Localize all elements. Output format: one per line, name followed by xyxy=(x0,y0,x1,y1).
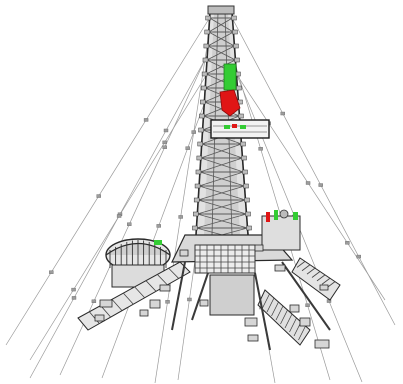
wire-clamp xyxy=(162,140,167,145)
wire-clamp xyxy=(345,241,350,245)
wire-clamp xyxy=(96,194,101,198)
equipment-block xyxy=(99,299,113,308)
wire-clamp xyxy=(305,181,311,185)
wire-clamp xyxy=(49,270,54,274)
equipment-block xyxy=(314,339,330,349)
wire-clamp xyxy=(143,118,149,122)
doghouse-deck[interactable] xyxy=(261,209,301,251)
equipment-block xyxy=(274,264,286,272)
wire-clamp xyxy=(156,224,161,228)
wire-clamp xyxy=(71,296,77,300)
equipment-block xyxy=(149,299,161,309)
crown-block[interactable] xyxy=(207,5,235,15)
wire-clamp xyxy=(127,222,132,226)
equipment-block xyxy=(179,249,189,257)
wire-clamp xyxy=(191,130,196,134)
wire-clamp xyxy=(185,146,190,150)
pipe-ramp[interactable] xyxy=(77,261,191,331)
wire-clamp xyxy=(258,147,263,151)
wire-clamp xyxy=(178,215,183,219)
equipment-block xyxy=(244,317,258,327)
monkey-board[interactable] xyxy=(210,119,270,139)
guy-wire xyxy=(227,39,331,381)
wire-clamp xyxy=(305,303,310,307)
wire-clamp xyxy=(165,300,170,304)
wire-clamp xyxy=(91,299,97,303)
equipment-details xyxy=(94,244,330,349)
equipment-block xyxy=(319,284,329,291)
equipment-block xyxy=(139,309,149,317)
equipment-block xyxy=(94,314,105,322)
guy-wire xyxy=(29,13,231,379)
equipment-block xyxy=(289,304,300,313)
wire-clamp xyxy=(71,287,76,292)
wire-clamp xyxy=(116,214,122,218)
traveling-block-red-marker[interactable] xyxy=(219,89,241,117)
equipment-block xyxy=(159,284,171,292)
equipment-block xyxy=(247,334,259,342)
wire-clamp xyxy=(163,128,169,133)
guy-wire xyxy=(29,39,229,361)
wire-clamp xyxy=(356,254,361,259)
wire-clamp xyxy=(280,111,285,116)
equipment-block xyxy=(199,299,209,307)
equipment-block xyxy=(299,317,311,327)
substructure-legs xyxy=(171,261,331,351)
guy-wire xyxy=(5,13,213,346)
equipment-block xyxy=(254,244,264,252)
top-drive-assembly[interactable] xyxy=(219,63,241,117)
top-drive-green-marker[interactable] xyxy=(223,63,237,91)
wire-clamp xyxy=(162,145,167,149)
wire-clamp xyxy=(187,297,192,302)
wire-clamp xyxy=(318,183,323,187)
guy-wire xyxy=(213,39,386,301)
